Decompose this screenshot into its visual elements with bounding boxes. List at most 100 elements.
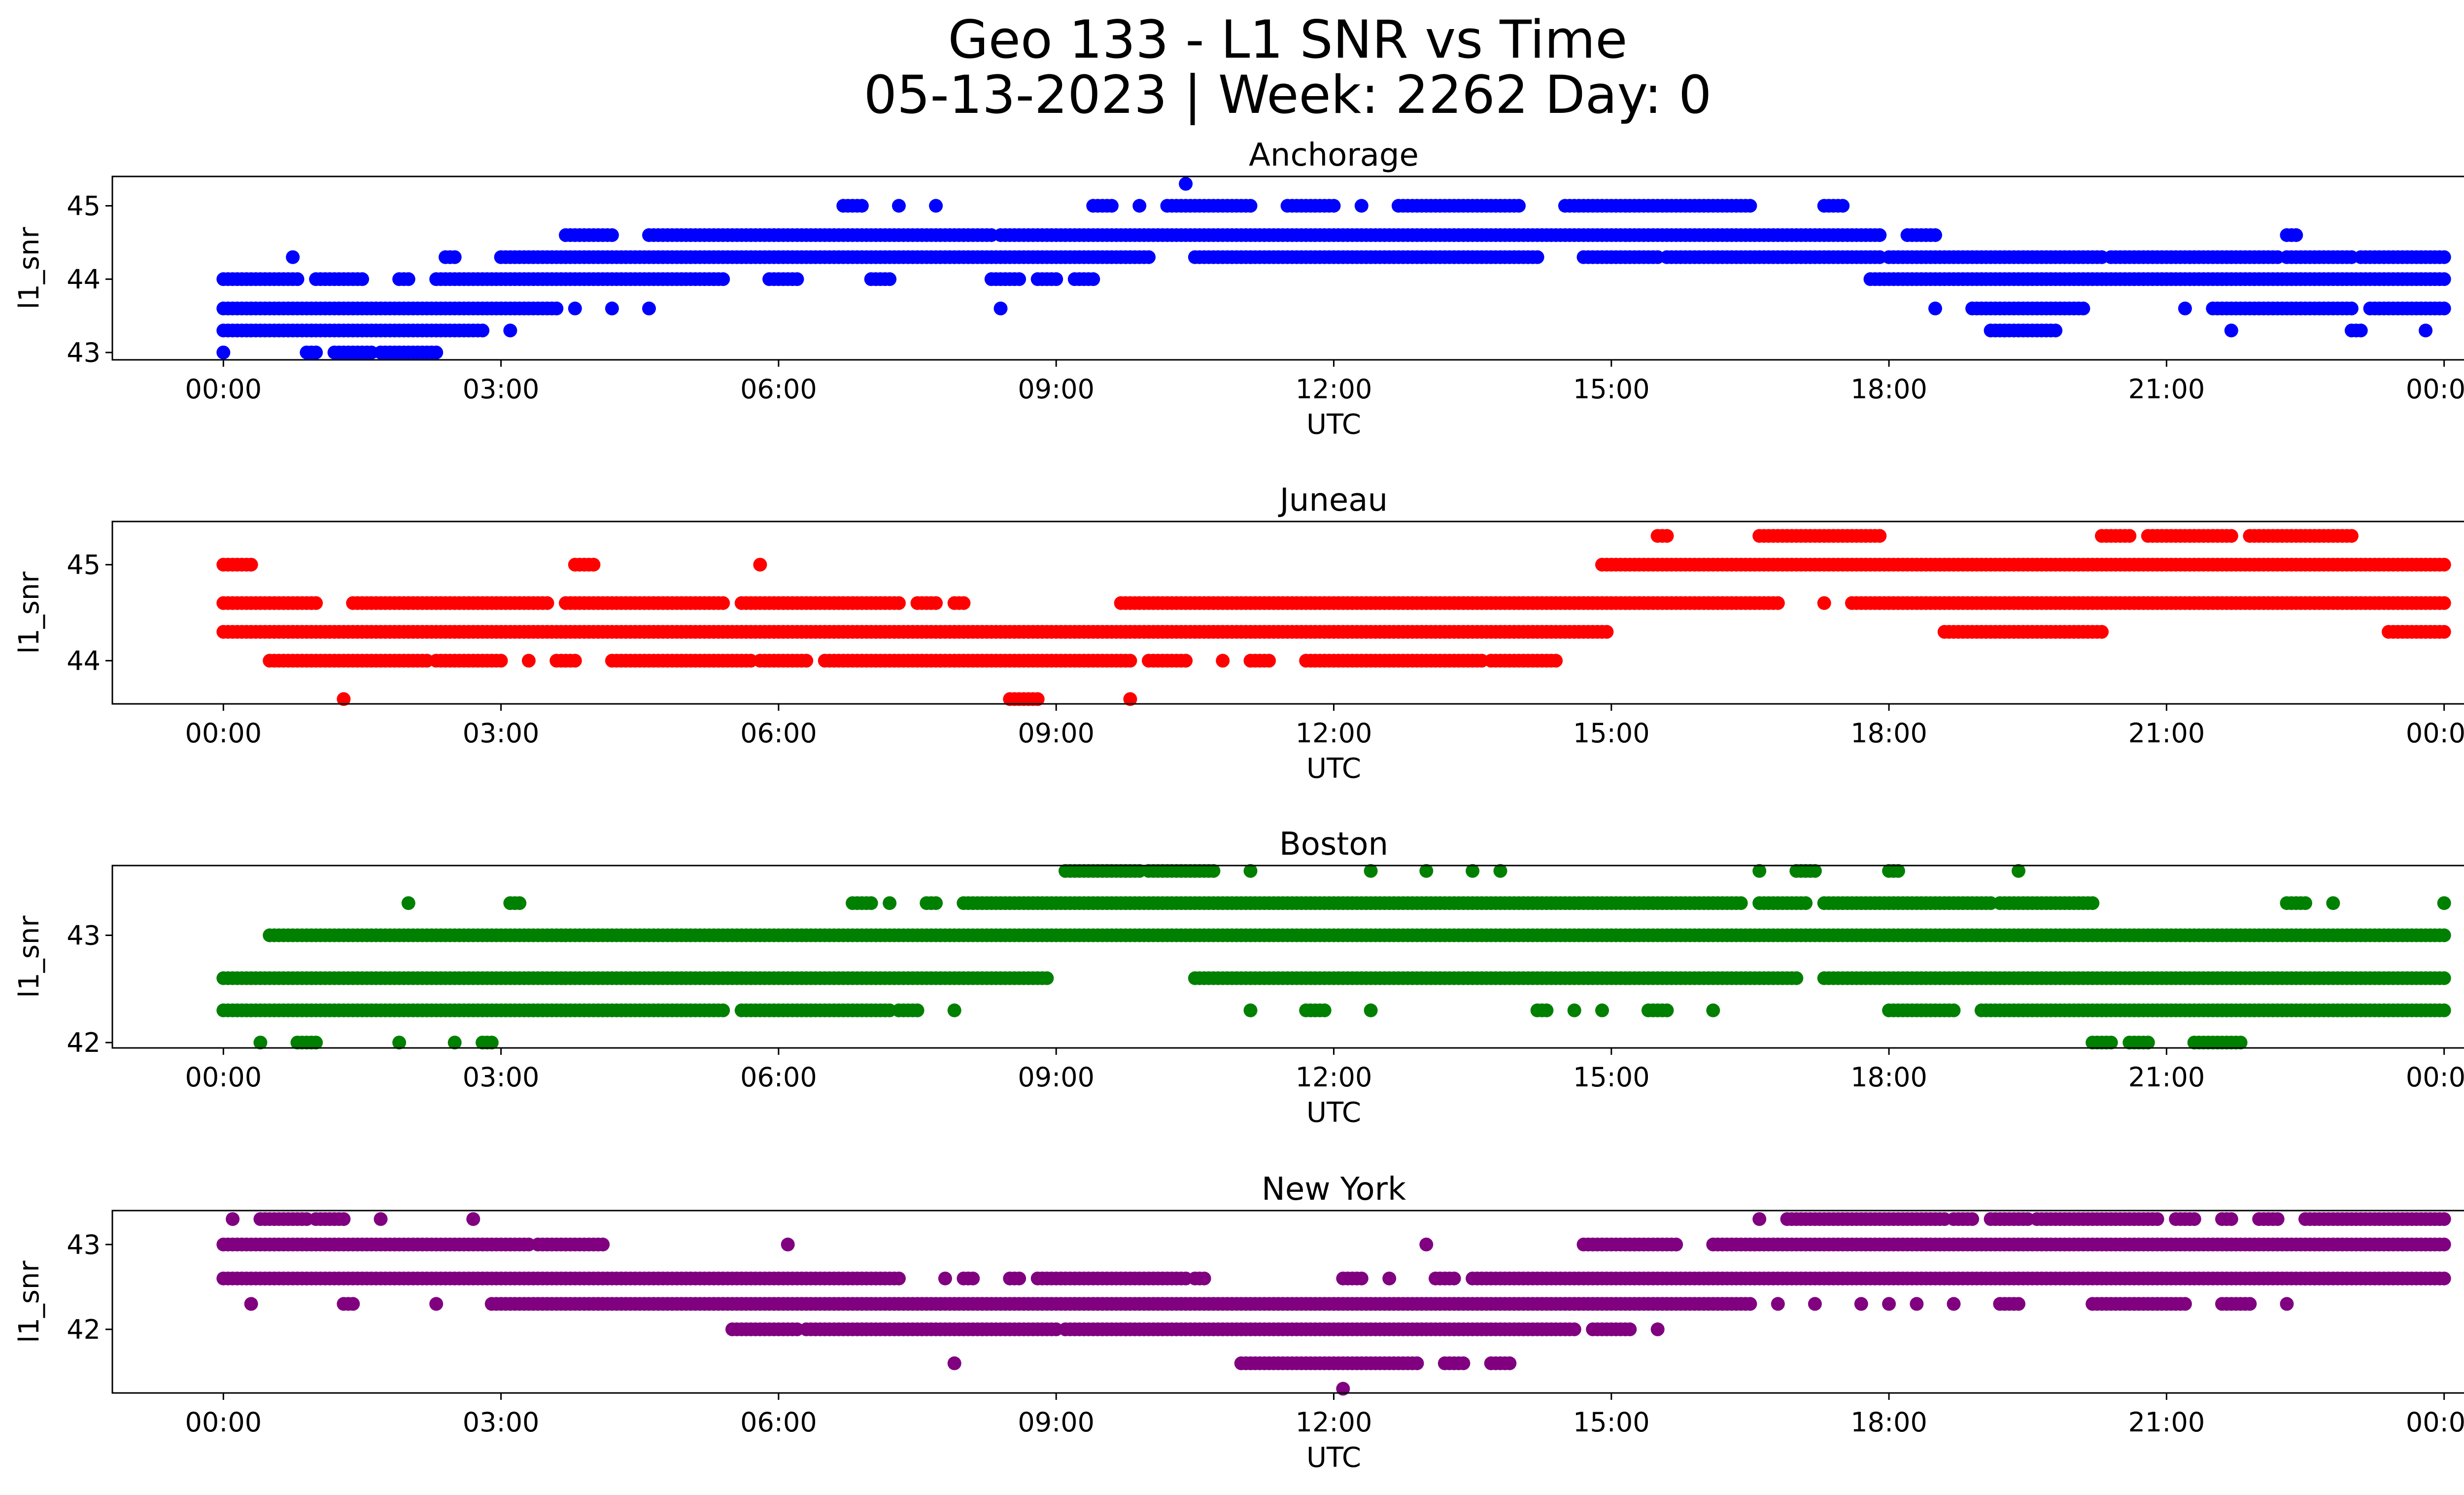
data-point [1669,1237,1683,1252]
x-axis-label: UTC [1306,409,1361,441]
data-point [494,654,508,668]
y-tick-label: 42 [67,1027,101,1058]
data-point [1771,596,1785,610]
data-point [1928,228,1942,242]
y-tick-label: 43 [67,920,101,951]
juneau-title: Juneau [1278,482,1388,519]
data-point [929,896,943,910]
data-point [429,346,444,360]
data-point [2437,250,2451,264]
data-point [521,654,536,668]
data-point [2049,323,2063,338]
x-tick-label: 03:00 [463,718,540,749]
data-point [993,301,1008,315]
x-tick-label: 00:00 [2406,718,2464,749]
data-point [883,272,897,286]
x-tick-label: 09:00 [1018,374,1095,405]
y-axis-label: l1_snr [13,227,45,310]
data-point [1179,176,1193,191]
data-point [1216,654,1230,668]
panel-new-york: 00:00 03:00 06:00 09:00 12:00 15:00 18:00 21:00… [13,1171,2464,1474]
data-point [938,1271,952,1286]
data-point [1132,199,1147,213]
data-point [1817,596,1831,610]
data-point [1734,896,1748,910]
data-point [1197,1271,1211,1286]
x-tick-label: 00:00 [185,1062,262,1093]
y-axis-label: l1_snr [13,915,45,998]
x-tick-label: 12:00 [1296,1062,1372,1093]
data-point [1364,1003,1378,1017]
data-point [586,557,601,572]
data-point [309,596,323,610]
data-point [642,301,656,315]
data-point [716,596,730,610]
data-point [2344,529,2359,543]
data-point [1549,654,1563,668]
data-point [2437,971,2451,985]
data-point [1382,1271,1397,1286]
data-point [892,199,906,213]
data-point [910,1003,924,1017]
data-point [2224,529,2238,543]
new-york-points [216,1212,2451,1396]
data-point [2178,301,2192,315]
data-point [309,346,323,360]
x-tick-label: 12:00 [1296,718,1372,749]
data-point [1947,1003,1961,1017]
data-point [1179,654,1193,668]
data-point [2437,1003,2451,1017]
data-point [2086,896,2100,910]
data-point [1743,199,1757,213]
data-point [1530,250,1544,264]
data-point [2076,301,2090,315]
x-tick-label: 03:00 [463,374,540,405]
data-point [2437,272,2451,286]
x-tick-label: 09:00 [1018,1062,1095,1093]
data-point [892,1271,906,1286]
data-point [892,596,906,610]
data-point [2437,1237,2451,1252]
data-point [2437,928,2451,942]
data-point [781,1237,795,1252]
panel-anchorage: 00:00 03:00 06:00 09:00 12:00 15:00 18:00 21:00… [13,137,2464,441]
data-point [1354,199,1369,213]
data-point [1965,1212,1980,1226]
data-point [596,1237,610,1252]
data-point [1660,529,1674,543]
data-point [401,272,415,286]
data-point [1600,625,1614,639]
x-axis-label: UTC [1306,753,1361,785]
x-tick-label: 00:00 [185,718,262,749]
data-point [1928,301,1942,315]
data-point [1660,1003,1674,1017]
data-point [1799,896,1813,910]
figure-subtitle: 05-13-2023 | Week: 2262 Day: 0 [863,65,1712,125]
data-point [568,654,582,668]
x-tick-label: 00:00 [185,374,262,405]
data-point [1262,654,1276,668]
data-point [286,250,300,264]
y-tick-label: 45 [67,191,101,222]
data-point [864,896,878,910]
data-point [447,250,462,264]
panel-juneau: 00:00 03:00 06:00 09:00 12:00 15:00 18:00 21:00… [13,482,2464,785]
data-point [216,346,231,360]
x-tick-label: 06:00 [740,374,817,405]
data-point [1012,1271,1027,1286]
data-point [1012,272,1027,286]
boston-axes-frame [111,865,2464,1049]
boston-points [216,864,2451,1050]
data-point [2344,301,2359,315]
data-point [2298,896,2312,910]
x-tick-label: 15:00 [1573,718,1650,749]
data-point [1540,1003,1554,1017]
data-point [2326,896,2340,910]
data-point [2437,625,2451,639]
x-tick-label: 21:00 [2128,1062,2205,1093]
x-axis-label: UTC [1306,1097,1361,1129]
data-point [1419,1237,1434,1252]
data-point [374,1212,388,1226]
data-point [855,199,869,213]
data-point [337,1212,351,1226]
